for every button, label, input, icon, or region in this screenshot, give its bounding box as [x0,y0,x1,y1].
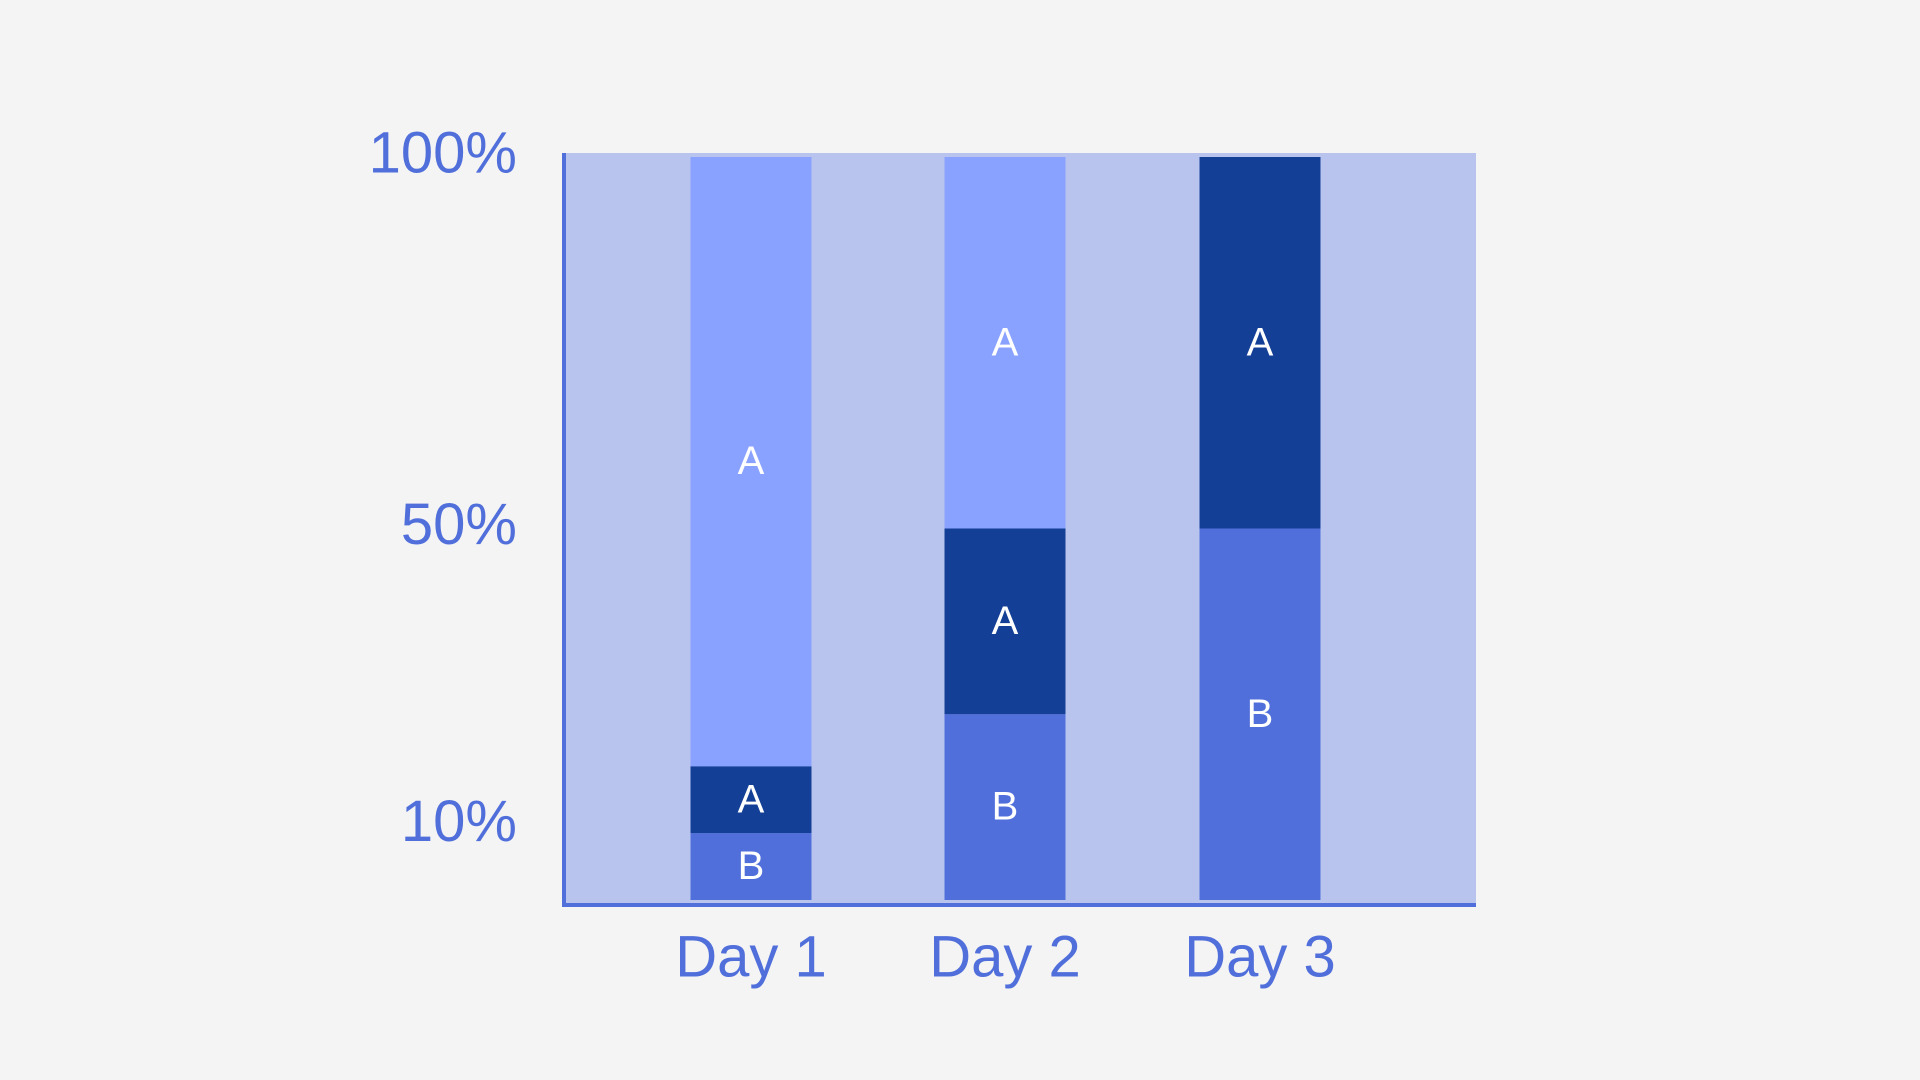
bar-segment [944,157,1066,529]
segment-label: B [1247,692,1274,736]
segment-label: A [738,777,765,821]
bar-segment [1199,157,1321,529]
bar-segment [690,833,812,900]
bar-segment [944,714,1066,900]
segment-label: B [738,844,765,888]
y-tick-label: 10% [401,789,517,854]
segment-label: A [992,599,1019,643]
segment-label: A [738,439,765,483]
y-tick-label: 50% [401,492,517,557]
segment-label: A [1247,320,1274,364]
segment-label: A [992,320,1019,364]
y-tick-label: 100% [369,120,517,185]
bar-segment [944,528,1066,715]
bar-segment [690,157,812,767]
x-tick-label: Day 3 [1184,924,1336,989]
bar-segment [690,766,812,834]
segment-label: B [992,785,1019,829]
bar-segment [1199,528,1321,900]
x-tick-label: Day 2 [929,924,1081,989]
x-tick-label: Day 1 [675,924,827,989]
